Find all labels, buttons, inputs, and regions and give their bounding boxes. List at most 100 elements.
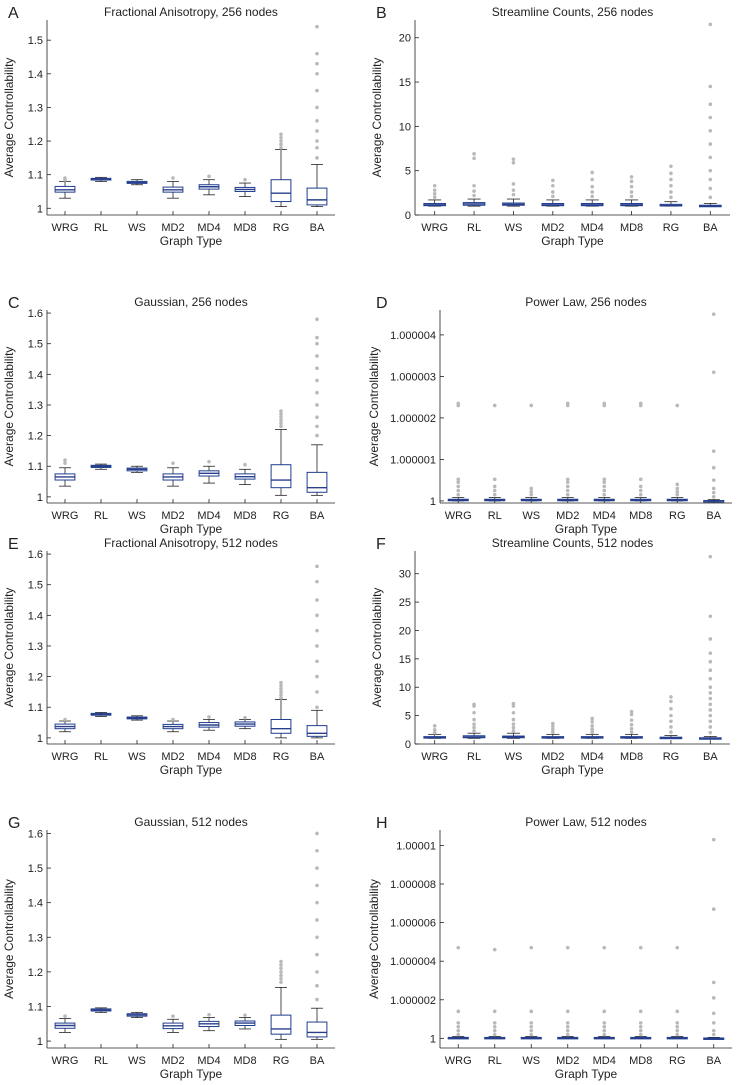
outlier-point: [590, 194, 594, 199]
y-tick-label: 1.3: [28, 932, 43, 944]
outlier-point: [669, 695, 673, 699]
outlier-point: [432, 195, 437, 200]
outlier-point: [511, 729, 516, 733]
x-axis-label: Graph Type: [160, 522, 223, 536]
y-tick-label: 1.2: [28, 672, 43, 684]
outlier-point: [315, 317, 319, 321]
y-axis-label: Average Controllability: [367, 347, 381, 467]
x-tick-label: BA: [310, 751, 325, 763]
x-tick-label: WRG: [52, 1055, 79, 1067]
outlier-point: [315, 51, 319, 56]
box-md2: [557, 401, 579, 502]
outlier-point: [529, 1024, 534, 1029]
outlier-point: [675, 486, 680, 491]
x-tick-label: BA: [706, 1055, 721, 1067]
outlier-point: [638, 1032, 643, 1037]
x-tick-label: MD8: [629, 1055, 652, 1067]
x-tick-label: WRG: [445, 1055, 472, 1067]
outlier-point: [243, 715, 247, 720]
box-md2: [541, 178, 565, 207]
x-tick-label: BA: [703, 222, 718, 234]
outlier-point: [711, 1028, 716, 1033]
outlier-point: [629, 175, 634, 179]
outlier-point: [629, 726, 634, 731]
x-tick-label: MD8: [233, 751, 256, 763]
outlier-point: [315, 644, 319, 648]
x-axis-label: Graph Type: [160, 763, 223, 777]
outlier-point: [708, 195, 713, 200]
box-md4: [593, 401, 615, 502]
outlier-point: [432, 728, 437, 732]
x-tick-label: RG: [669, 510, 686, 522]
outlier-point: [711, 1011, 716, 1016]
outlier-point: [315, 341, 319, 346]
outlier-point: [315, 564, 319, 569]
x-tick-label: MD8: [620, 751, 643, 763]
x-tick-label: MD4: [593, 510, 616, 522]
outlier-point: [529, 945, 534, 950]
box-wrg: [447, 945, 469, 1040]
x-tick-label: RL: [94, 751, 108, 763]
outlier-point: [472, 702, 476, 707]
outlier-point: [638, 492, 643, 497]
outlier-point: [629, 712, 634, 717]
outlier-point: [511, 192, 516, 197]
y-tick-label: 1.2: [28, 431, 43, 443]
x-tick-label: RG: [663, 751, 680, 763]
x-tick-label: RL: [94, 222, 108, 234]
outlier-point: [456, 484, 461, 489]
outlier-point: [63, 717, 67, 722]
outlier-point: [492, 1009, 497, 1014]
outlier-point: [472, 717, 476, 722]
y-tick-label: 1: [430, 1033, 436, 1045]
outlier-point: [565, 1021, 570, 1025]
outlier-point: [279, 693, 283, 697]
outlier-point: [708, 168, 713, 173]
y-tick-label: 1.4: [28, 69, 43, 81]
outlier-point: [638, 1021, 643, 1025]
outlier-point: [551, 183, 555, 188]
box-wrg: [54, 1014, 76, 1033]
box-md4: [198, 174, 220, 196]
outlier-point: [711, 478, 716, 482]
outlier-point: [315, 579, 319, 584]
outlier-point: [669, 699, 673, 704]
outlier-point: [492, 1032, 497, 1037]
outlier-point: [171, 1014, 175, 1018]
box-md8: [234, 462, 256, 486]
outlier-point: [602, 401, 607, 406]
outlier-point: [629, 184, 634, 189]
y-tick-label: 30: [399, 569, 411, 581]
box-md2: [162, 717, 184, 733]
y-axis-label: Average Controllability: [2, 879, 16, 999]
outlier-point: [315, 88, 319, 93]
y-tick-label: 1.4: [28, 898, 43, 910]
outlier-point: [551, 190, 555, 194]
outlier-point: [638, 1024, 643, 1029]
outlier-point: [511, 160, 516, 165]
x-tick-label: WS: [128, 510, 146, 522]
y-tick-label: 1.6: [28, 828, 43, 840]
outlier-point: [279, 139, 283, 143]
outlier-point: [675, 489, 680, 494]
y-tick-label: 20: [399, 33, 411, 45]
y-axis-label: Average Controllability: [367, 879, 381, 999]
outlier-point: [638, 477, 643, 482]
outlier-point: [432, 191, 437, 196]
x-tick-label: WS: [128, 222, 146, 234]
y-tick-label: 1: [430, 496, 436, 508]
box-rg: [270, 959, 292, 1040]
outlier-point: [315, 71, 319, 76]
box-rg: [659, 164, 683, 207]
outlier-point: [207, 1012, 211, 1017]
outlier-point: [472, 156, 476, 161]
box-md2: [557, 945, 579, 1040]
outlier-point: [529, 1032, 534, 1037]
x-tick-label: WRG: [52, 222, 79, 234]
outlier-point: [551, 730, 555, 734]
outlier-point: [638, 1009, 643, 1014]
y-tick-label: 1.000002: [390, 413, 436, 425]
panel-a: A Fractional Anisotropy, 256 nodes 1 1.1 1.2…: [2, 5, 335, 248]
x-tick-label: MD2: [541, 751, 564, 763]
